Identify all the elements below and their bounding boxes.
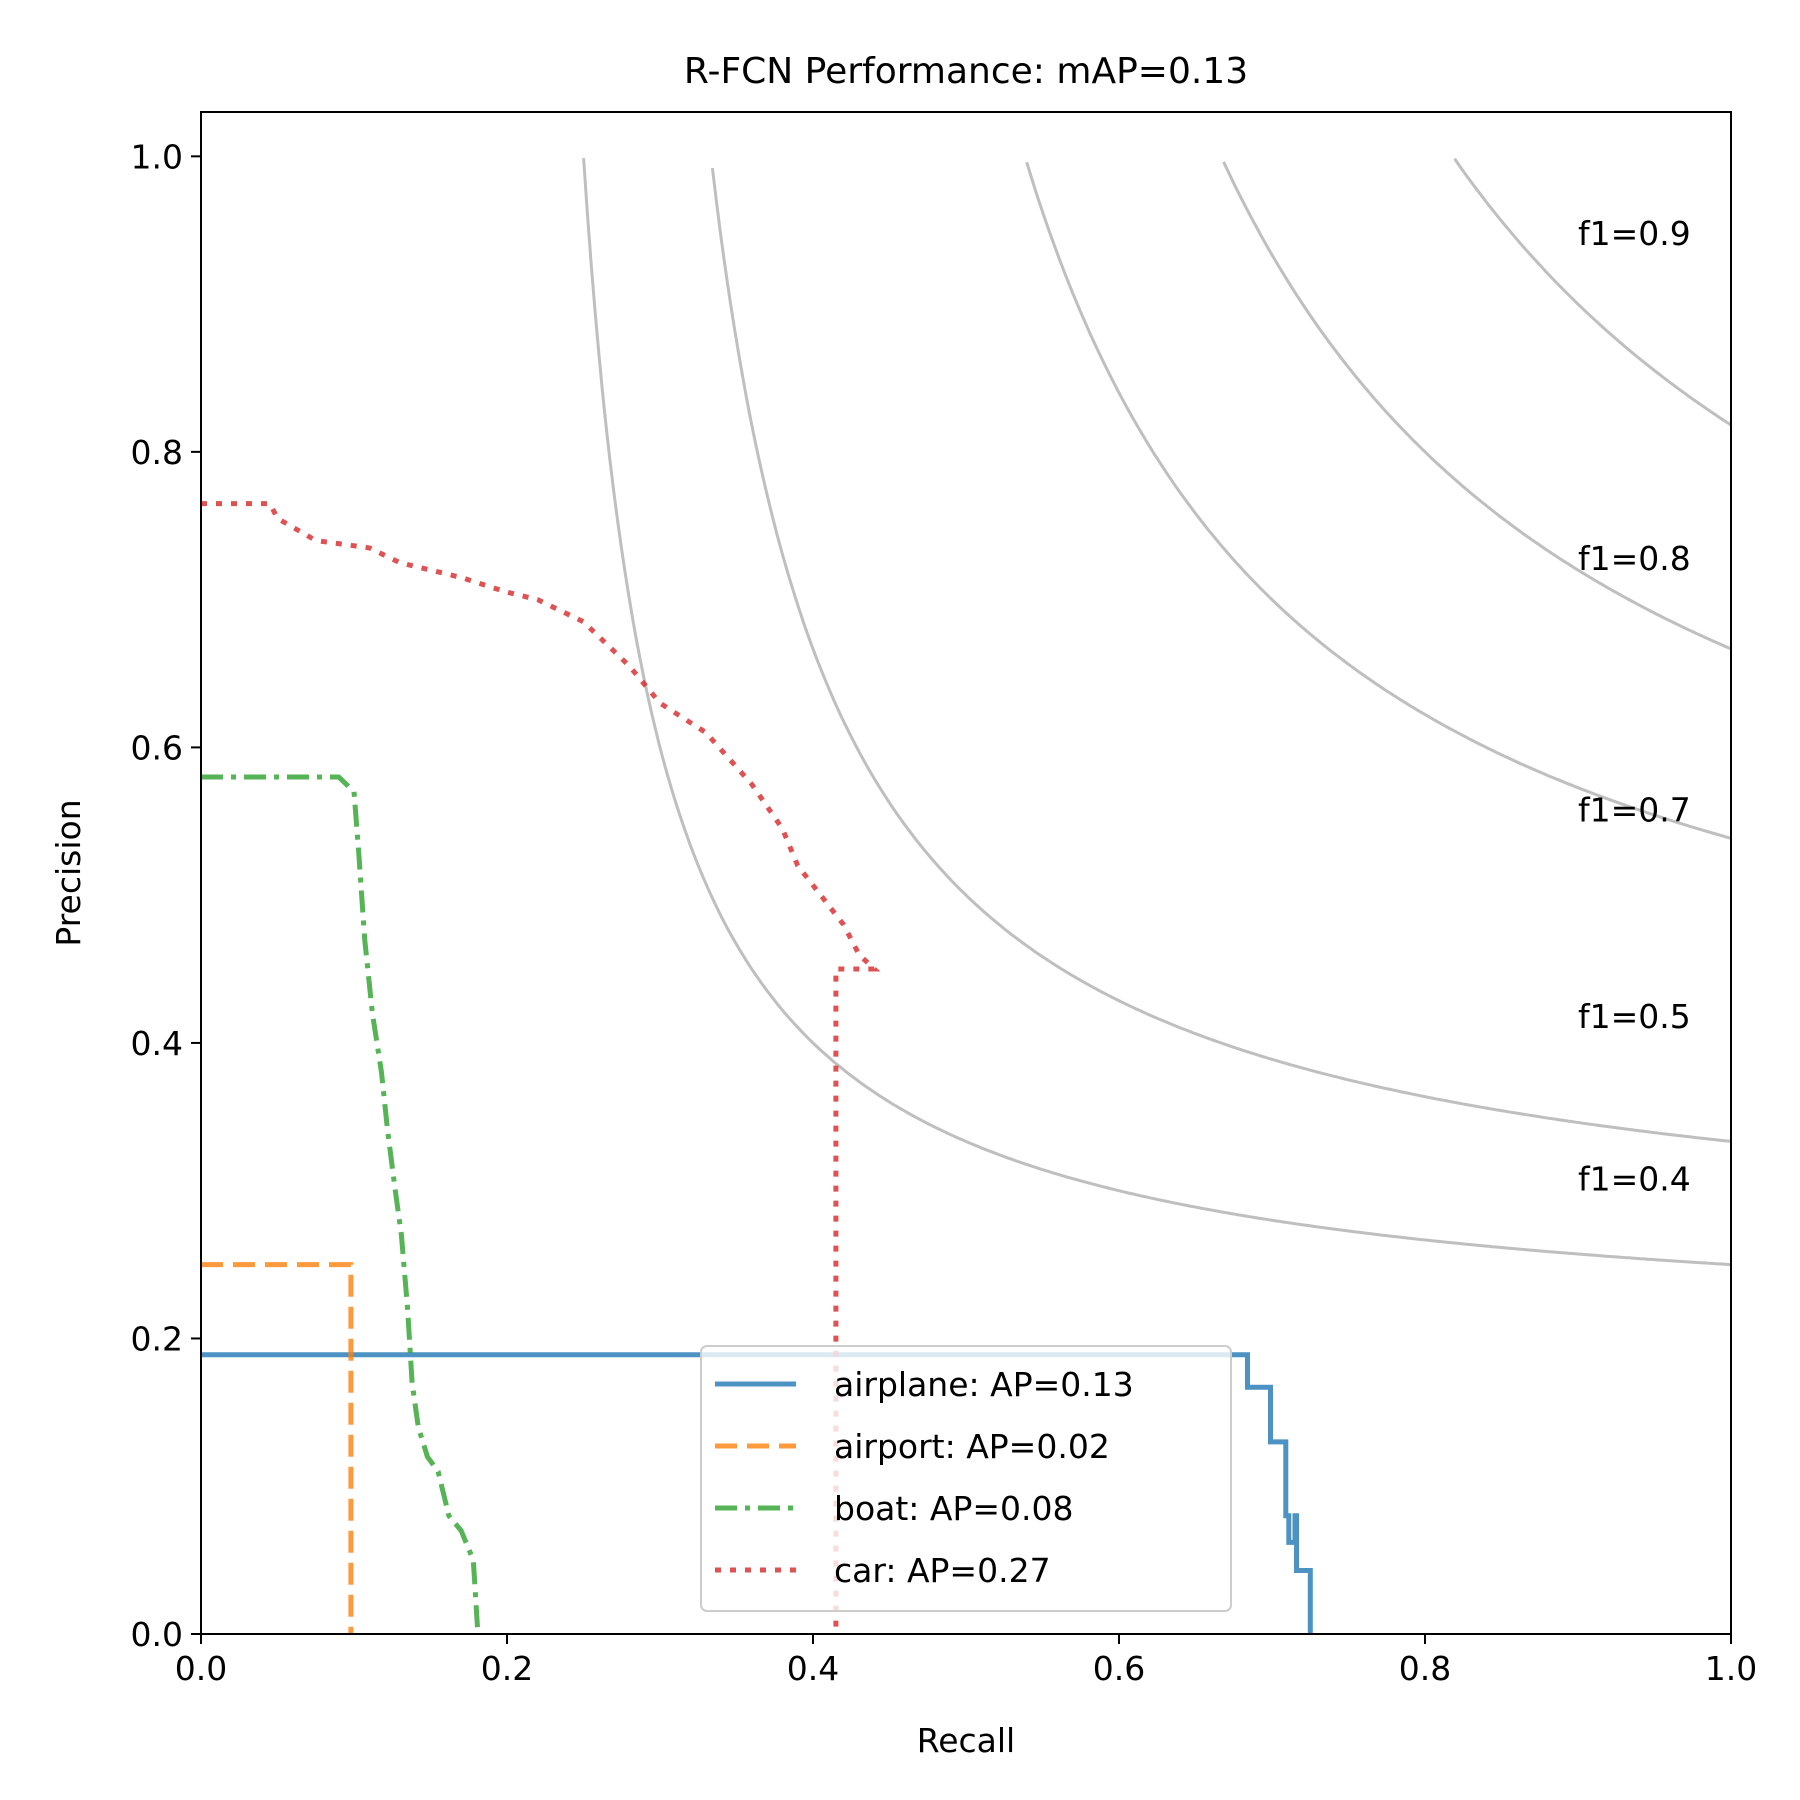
series-car-line: [201, 501, 881, 1634]
legend-label-airplane: airplane: AP=0.13: [834, 1365, 1134, 1404]
series-boat-line: [201, 774, 481, 1635]
y-tick-label-3: 0.6: [131, 728, 183, 767]
y-tick-label-2: 0.4: [131, 1024, 183, 1063]
x-tick-label-2: 0.4: [787, 1649, 839, 1688]
f1-isoline-0: [582, 157, 1732, 1267]
f1-label-1: f1=0.5: [1578, 997, 1691, 1036]
f1-isolines: f1=0.4 f1=0.5 f1=0.7 f1=0.8 f1=0.9: [582, 157, 1732, 1267]
legend-label-airport: airport: AP=0.02: [834, 1427, 1110, 1466]
plot-frame: [200, 111, 1732, 1635]
f1-isoline-1: [710, 167, 1732, 1143]
f1-isoline-3: [1222, 161, 1732, 651]
y-tick-label-1: 0.2: [131, 1319, 183, 1358]
x-axis-ticks: 0.0 0.2 0.4 0.6 0.8 1.0: [175, 1634, 1757, 1688]
y-axis-ticks: 0.0 0.2 0.4 0.6 0.8 1.0: [131, 137, 201, 1654]
f1-isoline-4: [1453, 157, 1732, 427]
legend-box: [700, 1345, 1232, 1612]
y-tick-label-5: 1.0: [131, 137, 183, 176]
f1-label-2: f1=0.7: [1578, 790, 1691, 829]
y-axis-label: Precision: [49, 799, 88, 946]
f1-label-4: f1=0.9: [1578, 214, 1691, 253]
f1-label-0: f1=0.4: [1578, 1160, 1691, 1199]
x-tick-label-0: 0.0: [175, 1649, 227, 1688]
x-tick-label-4: 0.8: [1399, 1649, 1451, 1688]
x-tick-label-3: 0.6: [1093, 1649, 1145, 1688]
y-tick-label-0: 0.0: [131, 1615, 183, 1654]
legend: airplane: AP=0.13 airport: AP=0.02 boat: A…: [700, 1345, 1232, 1612]
pr-curves: [201, 501, 1313, 1635]
legend-label-boat: boat: AP=0.08: [834, 1489, 1074, 1528]
f1-label-3: f1=0.8: [1578, 539, 1691, 578]
x-tick-label-1: 0.2: [481, 1649, 533, 1688]
x-tick-label-5: 1.0: [1705, 1649, 1757, 1688]
f1-isoline-2: [1025, 161, 1732, 840]
legend-label-car: car: AP=0.27: [834, 1551, 1051, 1590]
y-tick-label-4: 0.8: [131, 433, 183, 472]
series-airplane-line: [201, 1352, 1313, 1634]
x-axis-label: Recall: [917, 1721, 1015, 1760]
series-airport-line: [201, 1262, 354, 1634]
chart-title: R-FCN Performance: mAP=0.13: [684, 51, 1248, 92]
